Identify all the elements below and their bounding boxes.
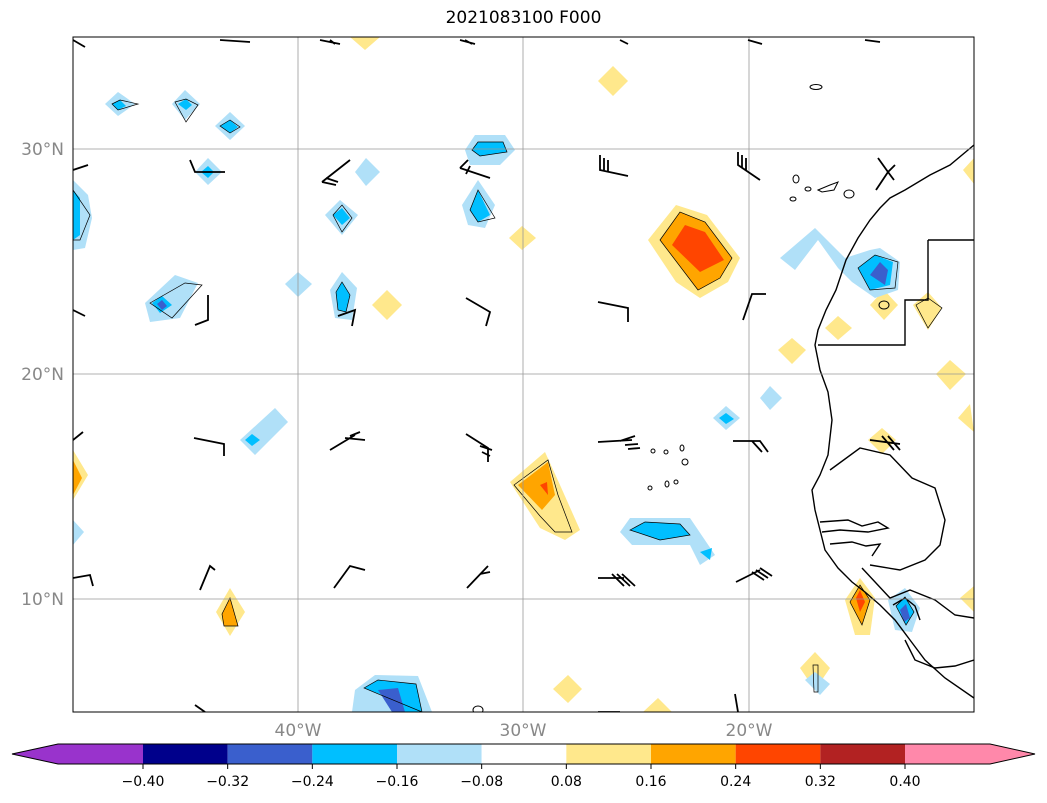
- lat-labels: 30°N 20°N 10°N: [21, 140, 64, 610]
- negative-anomaly-mid: [620, 518, 715, 565]
- lon-label-20w: 20°W: [726, 721, 773, 741]
- negative-anomaly-south: [352, 675, 432, 712]
- colorbar-tick-label: 0.40: [889, 774, 920, 790]
- colorbar-extend-high: [905, 744, 1035, 764]
- lat-label-10n: 10°N: [21, 590, 64, 610]
- colorbar-cell: [651, 744, 736, 764]
- lon-labels: 40°W 30°W 20°W: [275, 721, 773, 741]
- map-title: 2021083100 F000: [445, 8, 602, 28]
- colorbar-cell: [397, 744, 482, 764]
- positive-anomaly-central: [510, 452, 580, 540]
- colorbar-outline: [11, 743, 1036, 765]
- positive-anomaly-large: [648, 205, 740, 298]
- colorbar-tick-label: 0.08: [551, 774, 582, 790]
- colorbar-cell: [735, 744, 821, 764]
- map-plot-area: [73, 37, 974, 712]
- negative-anomaly-west: [73, 90, 312, 545]
- colorbar-tick-label: −0.08: [460, 774, 503, 790]
- colorbar-tick-label: 0.24: [720, 774, 751, 790]
- colorbar-cell: [227, 744, 313, 764]
- colorbar-tick-label: 0.16: [635, 774, 666, 790]
- contour-lines: [73, 98, 943, 712]
- wind-barbs: [73, 39, 901, 712]
- colorbar-cell: [820, 744, 905, 764]
- colorbar-tick-label: 0.32: [805, 774, 836, 790]
- map-border: [72, 36, 975, 713]
- colorbar-cell: [566, 744, 651, 764]
- coastline: [811, 144, 974, 699]
- lat-label-20n: 20°N: [21, 365, 64, 385]
- colorbar-tick-label: −0.32: [206, 774, 249, 790]
- lon-label-30w: 30°W: [500, 721, 547, 741]
- colorbar-tick-label: −0.16: [376, 774, 419, 790]
- colorbar-cell: [312, 744, 397, 764]
- colorbar-tick-label: −0.40: [122, 774, 165, 790]
- lon-label-40w: 40°W: [275, 721, 322, 741]
- colorbar-tick-label: −0.24: [291, 774, 334, 790]
- colorbar-cell: [481, 744, 567, 764]
- colorbar-cell: [143, 744, 228, 764]
- colorbar: −0.40 −0.32 −0.24 −0.16 −0.08 0.08 0.16 0.24 0.3…: [11, 743, 1036, 790]
- islands: [472, 84, 890, 712]
- colorbar-extend-low: [12, 744, 143, 764]
- gridlines: [73, 37, 974, 712]
- lat-label-30n: 30°N: [21, 140, 64, 160]
